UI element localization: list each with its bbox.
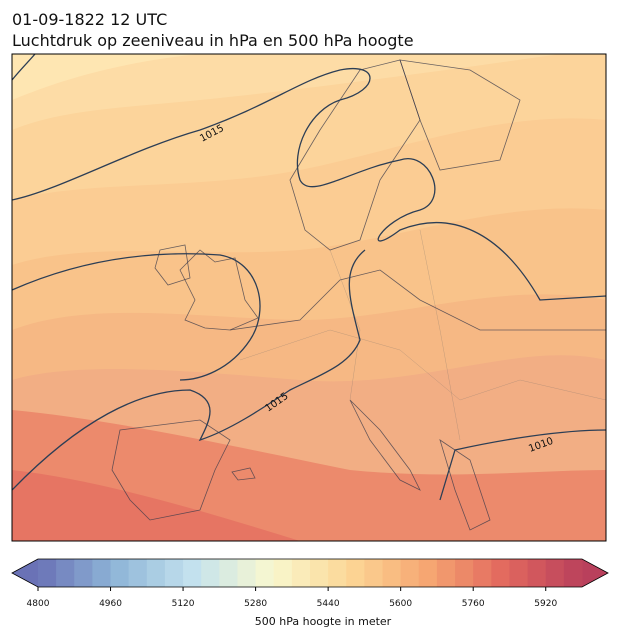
colorbar-segment [219,559,238,587]
colorbar-outline [11,558,609,588]
colorbar-segment [436,559,456,587]
coastline [349,399,421,491]
colorbar-segment [56,559,75,587]
coastline [399,59,521,171]
border [239,229,606,441]
coastline [179,249,259,331]
colorbar-segment [545,559,565,587]
isobar [12,253,261,381]
coastline [111,419,231,521]
colorbar-tick-label: 5920 [534,599,557,609]
isobar [12,54,36,81]
colorbar-segment [491,559,510,587]
colorbar-extend [12,559,38,587]
colorbar-segment [128,559,148,587]
colorbar-tick-label: 5600 [389,599,412,609]
coastline [229,269,606,331]
colorbar-segment [328,559,347,587]
colorbar: 4800 4960 5120 5280 5440 5600 5760 5920 [11,558,609,609]
coastline [439,439,491,531]
colorbar-segment [201,559,220,587]
colorbar-segment [527,559,547,587]
colorbar-segment [455,559,474,587]
colorbar-segment [509,559,529,587]
colorbar-segment [364,559,384,587]
colorbar-segment [346,559,365,587]
colorbar-segment [473,559,492,587]
colorbar-segment [418,559,438,587]
colorbar-segment [183,559,202,587]
coastline [154,244,191,286]
subtitle: Luchtdruk op zeeniveau in hPa en 500 hPa… [12,31,414,50]
colorbar-segment [563,559,583,587]
colorbar-tick-label: 5760 [462,599,485,609]
colorbar-segment [237,559,257,587]
colorbar-segment [92,559,112,587]
colorbar-segment [382,559,402,587]
colorbar-segment [74,559,93,587]
map: 1015 1015 1010 [11,53,607,542]
colorbar-segment [146,559,166,587]
band [12,54,560,130]
colorbar-tick-label: 4960 [99,599,122,609]
colorbar-segment [400,559,420,587]
isobar [439,429,606,501]
colorbar-segment [38,559,57,587]
colorbar-tick-label: 4800 [27,599,50,609]
band [12,54,200,100]
coastline [231,467,256,481]
band [12,470,300,541]
colorbar-segment [310,559,329,587]
colorbar-segment [273,559,293,587]
colorbar-tick-label: 5280 [244,599,267,609]
colorbar-label: 500 hPa hoogte in meter [255,615,392,628]
colorbar-segment [110,559,130,587]
colorbar-extend [582,559,608,587]
colorbar-segment [255,559,275,587]
colorbar-tick-label: 5120 [172,599,195,609]
colorbar-segment [164,559,184,587]
colorbar-tick-label: 5440 [317,599,340,609]
isobar [12,68,606,301]
title: 01-09-1822 12 UTC [12,10,167,29]
isobar [12,249,366,491]
colorbar-segment [291,559,311,587]
map-frame [11,53,607,542]
